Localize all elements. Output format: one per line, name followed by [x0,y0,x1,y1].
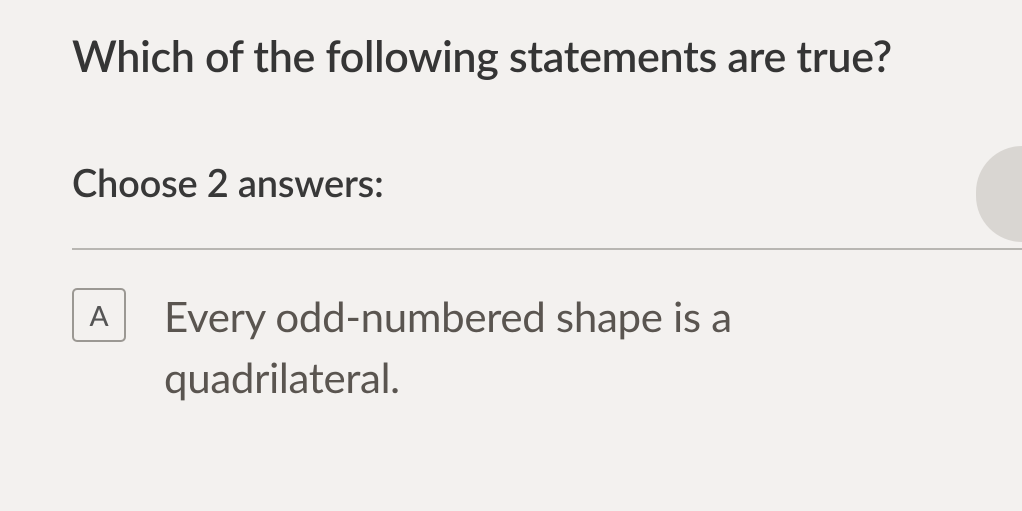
answer-checkbox-a[interactable]: A [72,288,126,342]
answer-letter: A [89,298,108,332]
question-prompt: Which of the following statements are tr… [72,28,922,86]
answer-text-a: Every odd-numbered shape is a quadrilate… [164,286,924,408]
choose-instruction: Choose 2 answers: [72,160,1022,206]
answer-option-a[interactable]: A Every odd-numbered shape is a quadrila… [72,286,1022,408]
section-divider [72,248,1022,250]
